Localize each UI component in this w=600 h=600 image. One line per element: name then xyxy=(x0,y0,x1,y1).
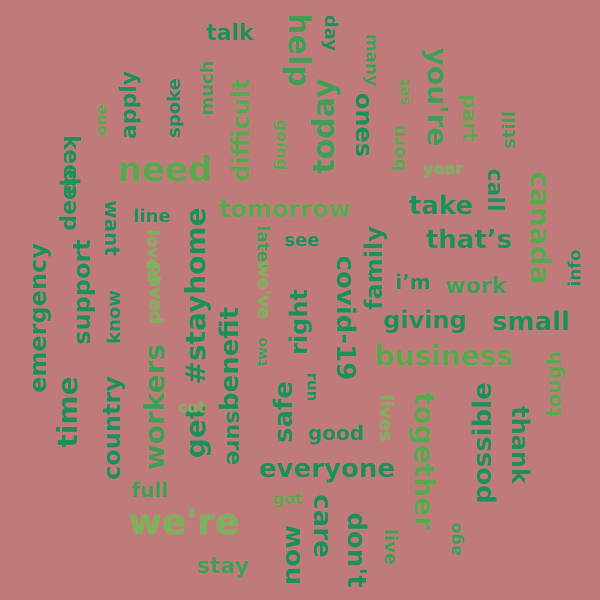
word-cut: cut xyxy=(178,398,206,417)
word-weve: we've xyxy=(253,260,274,320)
word-safe: safe xyxy=(269,381,299,443)
word-stayhome: #stayhome xyxy=(179,207,212,385)
word-deep: deep xyxy=(57,169,82,231)
word-workers: workers xyxy=(138,343,171,471)
word-good: good xyxy=(307,421,365,445)
word-many: many xyxy=(361,33,382,87)
word-live: live xyxy=(380,528,401,566)
word-thats: that’s xyxy=(425,225,513,255)
word-spoke: spoke xyxy=(164,78,185,138)
word-sure: sure xyxy=(221,410,246,466)
word-need: need xyxy=(117,150,213,190)
word-run: run xyxy=(303,372,322,402)
word-set: set xyxy=(395,78,414,106)
word-benefit: benefit xyxy=(215,306,245,412)
word-im: i’m xyxy=(395,270,431,294)
word-thank: thank xyxy=(506,406,534,484)
word-family: family xyxy=(360,226,388,310)
word-tough: tough xyxy=(542,350,566,418)
word-tomorrow: tomorrow xyxy=(219,195,351,223)
word-going: going xyxy=(273,119,292,171)
word-right: right xyxy=(285,289,313,355)
word-help: help xyxy=(281,13,316,87)
word-ones: ones xyxy=(350,92,378,158)
word-now: now xyxy=(277,524,307,586)
word-got: got xyxy=(272,489,304,508)
word-canada: canada xyxy=(524,171,557,285)
word-difficult: difficult xyxy=(227,78,255,182)
word-see: see xyxy=(284,230,320,251)
word-info: info xyxy=(565,249,586,287)
word-line: line xyxy=(133,206,171,227)
word-one: one xyxy=(92,104,111,136)
word-know: know xyxy=(104,290,125,344)
word-together: together xyxy=(408,392,441,530)
word-emergency: emergency xyxy=(24,243,52,393)
word-year: year xyxy=(423,159,463,178)
word-dont: don't xyxy=(341,512,371,588)
word-two: two xyxy=(255,337,271,367)
word-want: want xyxy=(100,200,124,256)
word-possible: possible xyxy=(468,382,498,504)
word-everyone: everyone xyxy=(259,454,395,484)
word-call: call xyxy=(482,168,507,212)
word-day: day xyxy=(320,14,341,52)
word-business: business xyxy=(374,339,514,372)
word-work: work xyxy=(445,274,507,299)
word-were: we're xyxy=(128,502,240,543)
word-paved: paved xyxy=(145,262,166,324)
word-still: still xyxy=(499,111,520,149)
word-much: much xyxy=(197,60,218,116)
word-country: country xyxy=(98,376,126,480)
word-care: care xyxy=(307,494,337,558)
word-part: part xyxy=(458,94,482,142)
word-talk: talk xyxy=(206,21,254,46)
word-stay: stay xyxy=(196,554,250,579)
word-ago: ago xyxy=(446,522,465,556)
word-apply: apply xyxy=(117,70,142,140)
word-support: support xyxy=(68,239,96,345)
word-time: time xyxy=(51,376,84,448)
word-lives: lives xyxy=(375,394,396,442)
word-born: born xyxy=(389,124,410,172)
word-small: small xyxy=(492,307,570,337)
word-covid19: covid-19 xyxy=(330,255,360,381)
word-giving: giving xyxy=(383,306,467,334)
word-full: full xyxy=(131,478,169,502)
word-youre: you're xyxy=(421,47,454,147)
word-today: today xyxy=(307,78,342,174)
word-take: take xyxy=(408,191,474,221)
